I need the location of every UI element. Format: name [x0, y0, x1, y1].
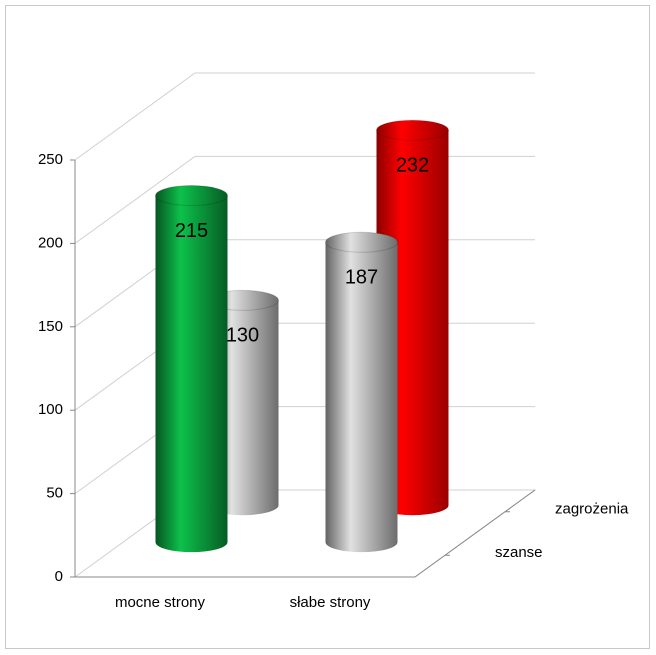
- x-tick-label: mocne strony: [115, 594, 206, 611]
- value-label: 215: [175, 220, 208, 242]
- grid-line: [74, 72, 535, 161]
- value-label: 232: [396, 154, 429, 176]
- bar: [325, 242, 398, 553]
- bar-top: [376, 119, 449, 141]
- y-tick-label: 50: [46, 485, 63, 502]
- cylinder: [325, 231, 398, 553]
- y-tick-label: 250: [38, 151, 63, 168]
- depth-axis: [414, 489, 536, 578]
- cylinder: [155, 185, 228, 553]
- value-label: 187: [345, 267, 378, 289]
- x-tick-label: słabe strony: [290, 594, 371, 611]
- y-tick-label: 200: [38, 234, 63, 251]
- bar-top: [155, 185, 228, 207]
- bar-top: [325, 231, 398, 253]
- y-tick-label: 0: [55, 568, 63, 585]
- y-tick-label: 100: [38, 401, 63, 418]
- value-label: 130: [226, 325, 259, 347]
- y-tick-label: 150: [38, 318, 63, 335]
- depth-label: szanse: [495, 544, 543, 561]
- depth-label: zagrożenia: [555, 501, 629, 518]
- bar: [155, 195, 228, 553]
